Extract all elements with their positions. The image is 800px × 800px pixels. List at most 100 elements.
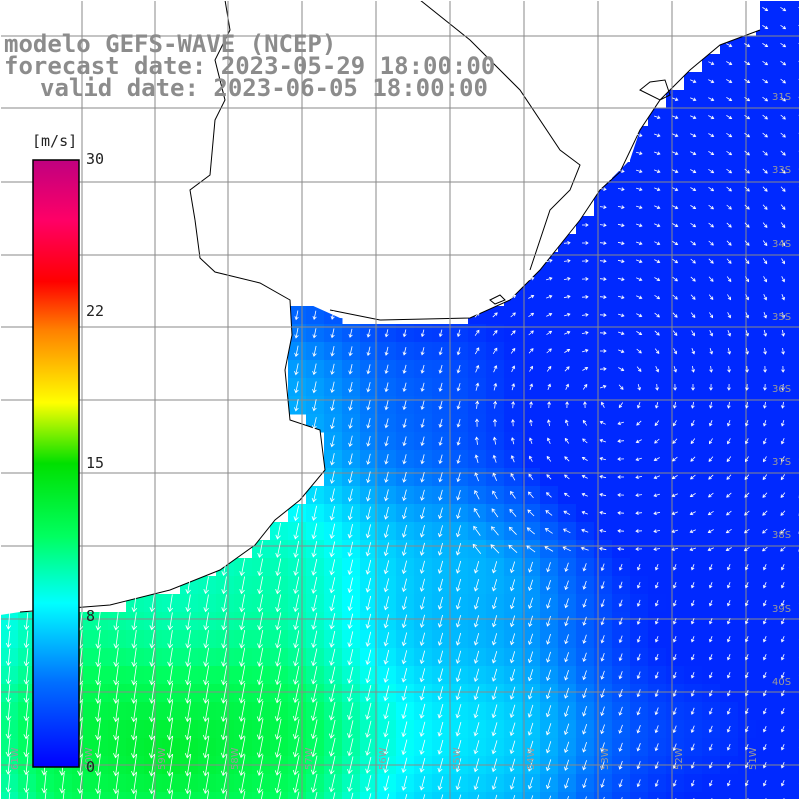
wind-arrow [672, 707, 677, 716]
wind-arrow [690, 205, 697, 209]
wind-arrow [564, 419, 569, 427]
wind-arrow [726, 186, 732, 192]
wind-arrow [780, 114, 786, 120]
wind-arrow [419, 703, 426, 719]
wind-arrow [617, 169, 625, 173]
wind-arrow [744, 636, 749, 643]
wind-arrow [438, 472, 443, 483]
wind-arrow [671, 529, 679, 534]
wind-arrow [744, 79, 751, 83]
wind-cell [504, 792, 523, 800]
wind-cell [792, 72, 800, 91]
wind-arrow [365, 738, 372, 756]
wind-arrow [635, 439, 642, 444]
wind-cell [792, 630, 800, 649]
wind-arrow [672, 689, 677, 697]
wind-arrow [131, 754, 138, 777]
wind-arrow [365, 775, 372, 792]
wind-arrow [545, 687, 552, 700]
wind-arrow [780, 726, 785, 733]
wind-arrow [548, 795, 552, 800]
wind-arrow [311, 576, 318, 594]
wind-arrow [762, 258, 768, 265]
wind-arrow [599, 474, 607, 479]
wind-arrow [401, 775, 408, 791]
wind-arrow [780, 636, 785, 643]
wind-arrow [493, 382, 498, 391]
wind-arrow [780, 654, 785, 661]
wind-arrow [726, 492, 732, 498]
wind-arrow [780, 744, 785, 751]
wind-arrow [708, 204, 714, 210]
wind-arrow [473, 615, 480, 628]
wind-arrow [365, 756, 372, 774]
wind-arrow [726, 654, 731, 661]
wind-arrow [131, 718, 138, 741]
wind-arrow [95, 754, 102, 777]
wind-arrow [763, 383, 767, 391]
wind-arrow [544, 528, 553, 534]
wind-arrow [401, 721, 408, 738]
wind-arrow [582, 670, 587, 681]
wind-arrow [383, 667, 390, 683]
wind-arrow [781, 383, 785, 391]
wind-arrow [617, 205, 625, 210]
wind-arrow [528, 437, 533, 445]
wind-arrow [546, 474, 552, 480]
wind-arrow [690, 79, 697, 84]
wind-arrow [546, 597, 551, 609]
wind-arrow [708, 636, 713, 643]
wind-arrow [691, 348, 696, 355]
wind-arrow [77, 772, 84, 794]
wind-arrow [653, 133, 661, 138]
wind-arrow [239, 576, 245, 595]
wind-arrow [654, 689, 659, 698]
wind-arrow [654, 348, 660, 354]
wind-arrow [565, 383, 570, 390]
wind-arrow [671, 475, 678, 479]
wind-arrow [546, 294, 553, 299]
wind-arrow [564, 669, 569, 681]
wind-arrow [762, 492, 768, 498]
wind-arrow [690, 671, 695, 679]
wind-arrow [206, 790, 210, 800]
wind-arrow [600, 706, 605, 717]
wind-arrow [528, 276, 535, 281]
wind-arrow [386, 793, 390, 800]
wind-arrow [727, 347, 732, 355]
wind-cell [792, 738, 800, 757]
wind-arrow [635, 223, 643, 228]
wind-arrow [745, 383, 749, 391]
wind-arrow [491, 526, 499, 536]
wind-arrow [635, 205, 643, 210]
wind-arrow [564, 598, 569, 609]
wind-arrow [256, 736, 264, 759]
wind-arrow [492, 490, 498, 500]
wind-arrow [365, 613, 372, 629]
wind-arrow [690, 133, 697, 138]
wind-arrow [419, 542, 425, 556]
wind-arrow [350, 792, 354, 800]
wind-arrow [617, 439, 625, 443]
wind-arrow [293, 505, 299, 522]
wind-arrow [8, 792, 11, 800]
wind-arrow [744, 204, 750, 210]
wind-arrow [654, 599, 659, 607]
wind-arrow [617, 259, 625, 264]
wind-arrow [690, 187, 697, 191]
wind-arrow [419, 721, 426, 737]
wind-arrow [526, 545, 536, 553]
wind-arrow [238, 700, 246, 722]
wind-arrow [419, 650, 426, 665]
wind-arrow [311, 488, 317, 503]
wind-arrow [635, 547, 643, 551]
wind-arrow [475, 382, 480, 391]
wind-arrow [438, 489, 443, 501]
wind-arrow [492, 312, 498, 318]
wind-arrow [726, 780, 731, 787]
wind-arrow [366, 364, 371, 375]
wind-arrow [582, 383, 588, 390]
wind-arrow [563, 277, 571, 281]
wind-arrow [296, 791, 300, 800]
wind-arrow [347, 541, 354, 557]
